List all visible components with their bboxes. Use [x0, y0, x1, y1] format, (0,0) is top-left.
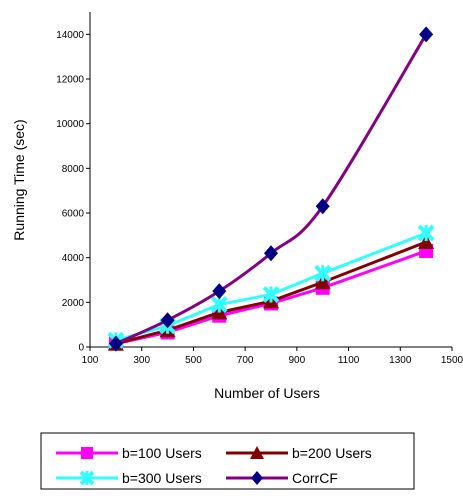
x-tick-label: 1500	[441, 355, 463, 366]
series-b-300-users	[107, 224, 435, 349]
x-tick-label: 1100	[338, 355, 360, 366]
series-corrcf	[108, 26, 434, 352]
x-tick-label: 700	[237, 355, 254, 366]
data-point-star	[417, 224, 435, 242]
data-point-diamond	[315, 198, 330, 215]
plot-area: 0 2000 4000 6000 8000 10000 12000 14000 100 300 5…	[56, 12, 463, 366]
data-point-triangle	[418, 234, 435, 250]
data-point-star	[210, 296, 228, 313]
data-point-star	[79, 470, 95, 486]
legend-item: b=100 Users	[56, 445, 202, 461]
y-tick-label: 4000	[62, 253, 85, 264]
legend-box	[40, 432, 415, 490]
y-tick-label: 14000	[56, 30, 84, 41]
y-ticks: 0 2000 4000 6000 8000 10000 12000 14000	[56, 30, 90, 354]
series-line	[115, 249, 427, 346]
y-tick-label: 2000	[62, 298, 85, 309]
x-ticks: 100 300 500 700 900 1100 1300 1500	[82, 347, 463, 366]
y-tick-label: 8000	[62, 164, 85, 175]
legend-label: b=200 Users	[292, 445, 372, 461]
x-axis-title: Number of Users	[214, 385, 320, 401]
legend-label: b=300 Users	[122, 470, 202, 486]
y-tick-label: 10000	[56, 119, 84, 130]
x-tick-label: 300	[133, 355, 150, 366]
legend-label: CorrCF	[292, 470, 338, 486]
series-layer	[107, 26, 435, 352]
data-point-diamond	[419, 26, 434, 43]
x-tick-label: 900	[289, 355, 306, 366]
legend-label: b=100 Users	[122, 445, 202, 461]
y-tick-label: 6000	[62, 209, 85, 220]
legend-item: b=200 Users	[226, 445, 372, 461]
data-point-square	[81, 447, 93, 459]
legend-item: b=300 Users	[56, 470, 202, 486]
x-tick-label: 1300	[389, 355, 412, 366]
series-line	[115, 240, 427, 346]
legend: b=100 Users b=200 Users b=300 Users CorrCF	[40, 432, 415, 490]
series-line	[115, 231, 427, 342]
x-tick-label: 500	[185, 355, 202, 366]
legend-item: CorrCF	[226, 470, 338, 486]
data-point-star	[314, 264, 332, 282]
y-tick-label: 12000	[56, 75, 84, 86]
data-point-diamond	[264, 245, 278, 262]
data-point-diamond	[212, 283, 227, 300]
data-point-diamond	[108, 335, 123, 352]
y-axis-title: Running Time (sec)	[11, 119, 27, 240]
data-point-star	[262, 286, 280, 303]
data-point-triangle	[250, 446, 264, 459]
x-tick-label: 100	[82, 355, 99, 366]
y-tick-label: 0	[78, 343, 84, 354]
data-point-diamond	[160, 312, 175, 329]
data-point-triangle	[314, 274, 331, 290]
data-point-diamond	[251, 471, 263, 485]
